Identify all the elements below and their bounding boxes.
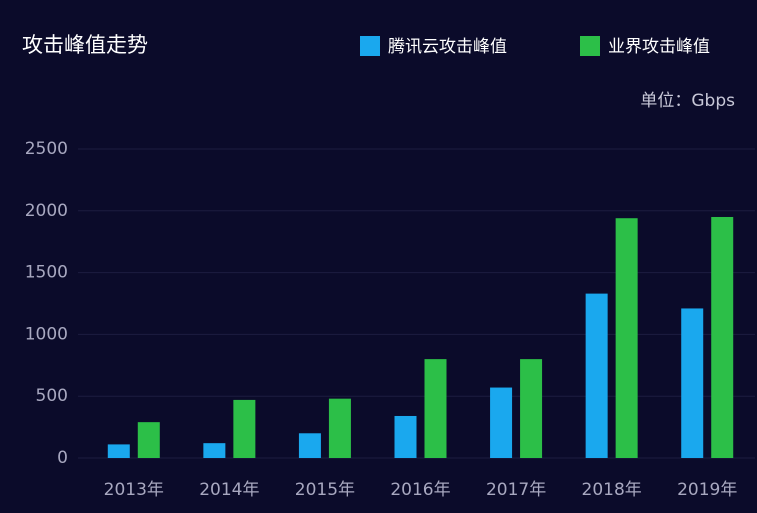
- bar: [585, 293, 608, 458]
- bar: [107, 444, 130, 458]
- legend-swatch: [580, 36, 600, 56]
- y-tick-label: 1500: [25, 263, 68, 283]
- legend-swatch: [360, 36, 380, 56]
- x-tick-label: 2014年: [199, 480, 259, 500]
- y-tick-label: 2500: [25, 139, 68, 159]
- bar: [328, 398, 351, 458]
- y-tick-label: 0: [57, 448, 68, 468]
- bar: [137, 422, 160, 458]
- legend-label: 业界攻击峰值: [608, 37, 710, 57]
- chart-title: 攻击峰值走势: [22, 33, 148, 57]
- x-tick-label: 2019年: [677, 480, 737, 500]
- bar: [424, 359, 447, 458]
- bar: [615, 218, 638, 458]
- bar: [394, 415, 417, 458]
- bar: [203, 443, 226, 458]
- unit-label: 单位：Gbps: [640, 91, 735, 111]
- bar: [681, 308, 704, 458]
- x-tick-label: 2017年: [486, 480, 546, 500]
- x-tick-label: 2013年: [104, 480, 164, 500]
- x-tick-label: 2016年: [390, 480, 450, 500]
- bar: [520, 359, 543, 458]
- y-tick-label: 500: [36, 386, 68, 406]
- x-tick-label: 2018年: [582, 480, 642, 500]
- bar: [298, 433, 321, 458]
- y-tick-label: 2000: [25, 201, 68, 221]
- bar: [233, 399, 256, 458]
- x-tick-label: 2015年: [295, 480, 355, 500]
- bar: [490, 387, 513, 458]
- legend-label: 腾讯云攻击峰值: [388, 37, 507, 57]
- bar: [711, 216, 734, 458]
- y-tick-label: 1000: [25, 324, 68, 344]
